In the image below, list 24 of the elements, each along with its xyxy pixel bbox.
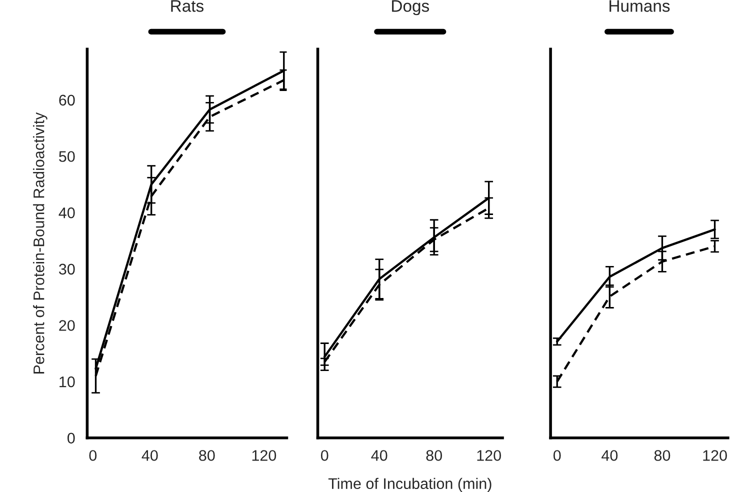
x-tick-label: 80	[426, 450, 442, 461]
y-tick-label: 40	[58, 207, 75, 218]
x-tick-label: 0	[89, 450, 97, 461]
x-tick-label: 40	[371, 450, 388, 461]
y-tick-label: 50	[59, 151, 75, 162]
y-tick-label: 10	[60, 376, 75, 388]
x-tick-label: 40	[602, 450, 618, 461]
y-tick-label: 60	[59, 94, 75, 106]
x-tick-label: 40	[142, 450, 158, 461]
y-tick-label: 20	[59, 320, 75, 331]
chart-title: Rats	[171, 0, 204, 12]
x-tick-label: 0	[553, 450, 561, 461]
y-tick-label: 30	[58, 264, 75, 275]
x-tick-label: 80	[654, 450, 670, 461]
y-axis-title: Percent of Protein-Bound Radioactivity	[33, 112, 48, 374]
x-tick-label: 120	[252, 450, 276, 461]
chart-title: Humans	[610, 0, 670, 12]
x-tick-label: 120	[703, 450, 727, 461]
x-tick-label: 0	[320, 450, 328, 461]
y-tick-label: 0	[67, 432, 75, 444]
x-tick-label: 120	[477, 450, 501, 461]
x-tick-label: 80	[199, 450, 215, 461]
x-axis-title: Time of Incubation (min)	[328, 478, 492, 492]
chart-title: Dogs	[392, 0, 429, 16]
